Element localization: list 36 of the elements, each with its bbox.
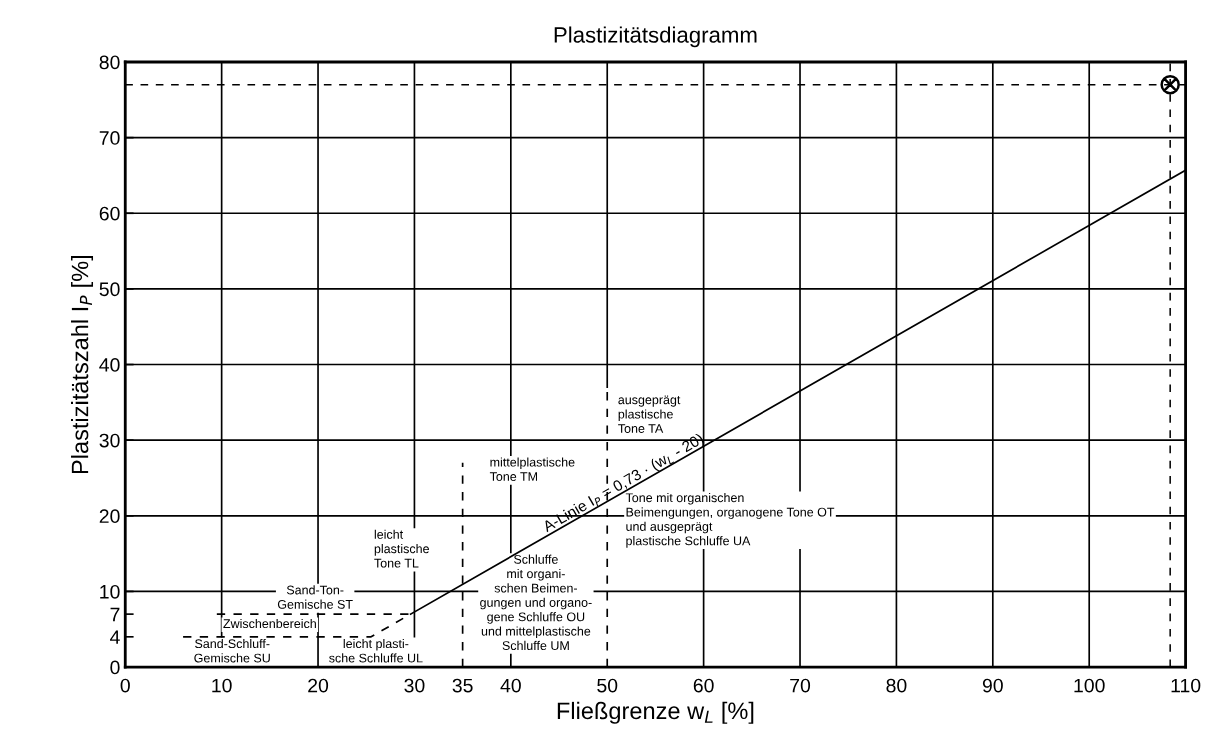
x-tick-label: 0 <box>120 678 130 693</box>
chart-title: Plastizitätsdiagramm <box>554 26 757 48</box>
x-tick-label: 50 <box>597 678 618 693</box>
y-tick-label: 7 <box>110 607 120 622</box>
y-tick-label: 20 <box>99 509 120 524</box>
y-tick-label: 80 <box>99 55 120 70</box>
x-tick-label: 40 <box>500 678 521 693</box>
annotation: Zwischenbereich <box>223 618 316 629</box>
y-tick-label: 70 <box>99 131 120 145</box>
annotation: mittelplastische Tone TM <box>489 457 575 481</box>
annotation: Sand-Ton- Gemische ST <box>277 585 353 609</box>
annotation: leicht plastische Tone TL <box>374 529 429 568</box>
x-tick-label: 60 <box>693 678 714 693</box>
x-tick-label: 100 <box>1074 678 1105 693</box>
x-tick-label: 80 <box>886 678 907 693</box>
annotation: Schluffe mit organi- schen Beimen- gungen und organo- gene Schluffe OU und mittelplastische Schluffe UM <box>480 554 592 650</box>
x-tick-label: 35 <box>452 678 473 693</box>
x-axis-title: Fließgrenze w$_{L}$ [%] <box>557 701 754 724</box>
annotation: leicht plasti- sche Schluffe UL <box>329 638 423 663</box>
y-tick-label: 30 <box>99 433 120 448</box>
y-tick-label: 10 <box>100 584 120 599</box>
x-tick-label: 70 <box>790 678 811 693</box>
x-tick-label: 110 <box>1171 678 1201 693</box>
y-tick-label: 40 <box>99 358 120 372</box>
x-tick-label: 20 <box>308 678 329 693</box>
annotation: Tone mit organischen Beimengungen, organogene Tone OT und ausgeprägt plastische Schluffe UA <box>625 492 835 548</box>
y-tick-label: 0 <box>110 660 120 675</box>
y-tick-label: 60 <box>99 206 120 221</box>
x-tick-label: 30 <box>404 678 425 693</box>
y-axis-title: Plastizitätszahl I$_{P}$ [%] <box>71 255 94 474</box>
annotation: ausgeprägt plastische Tone TA <box>618 395 681 433</box>
x-tick-label: 10 <box>212 678 232 693</box>
y-tick-label: 4 <box>110 630 120 644</box>
y-tick-label: 50 <box>99 282 120 297</box>
x-tick-label: 90 <box>982 678 1003 693</box>
annotation: Sand-Schluff- Gemische SU <box>194 638 270 663</box>
